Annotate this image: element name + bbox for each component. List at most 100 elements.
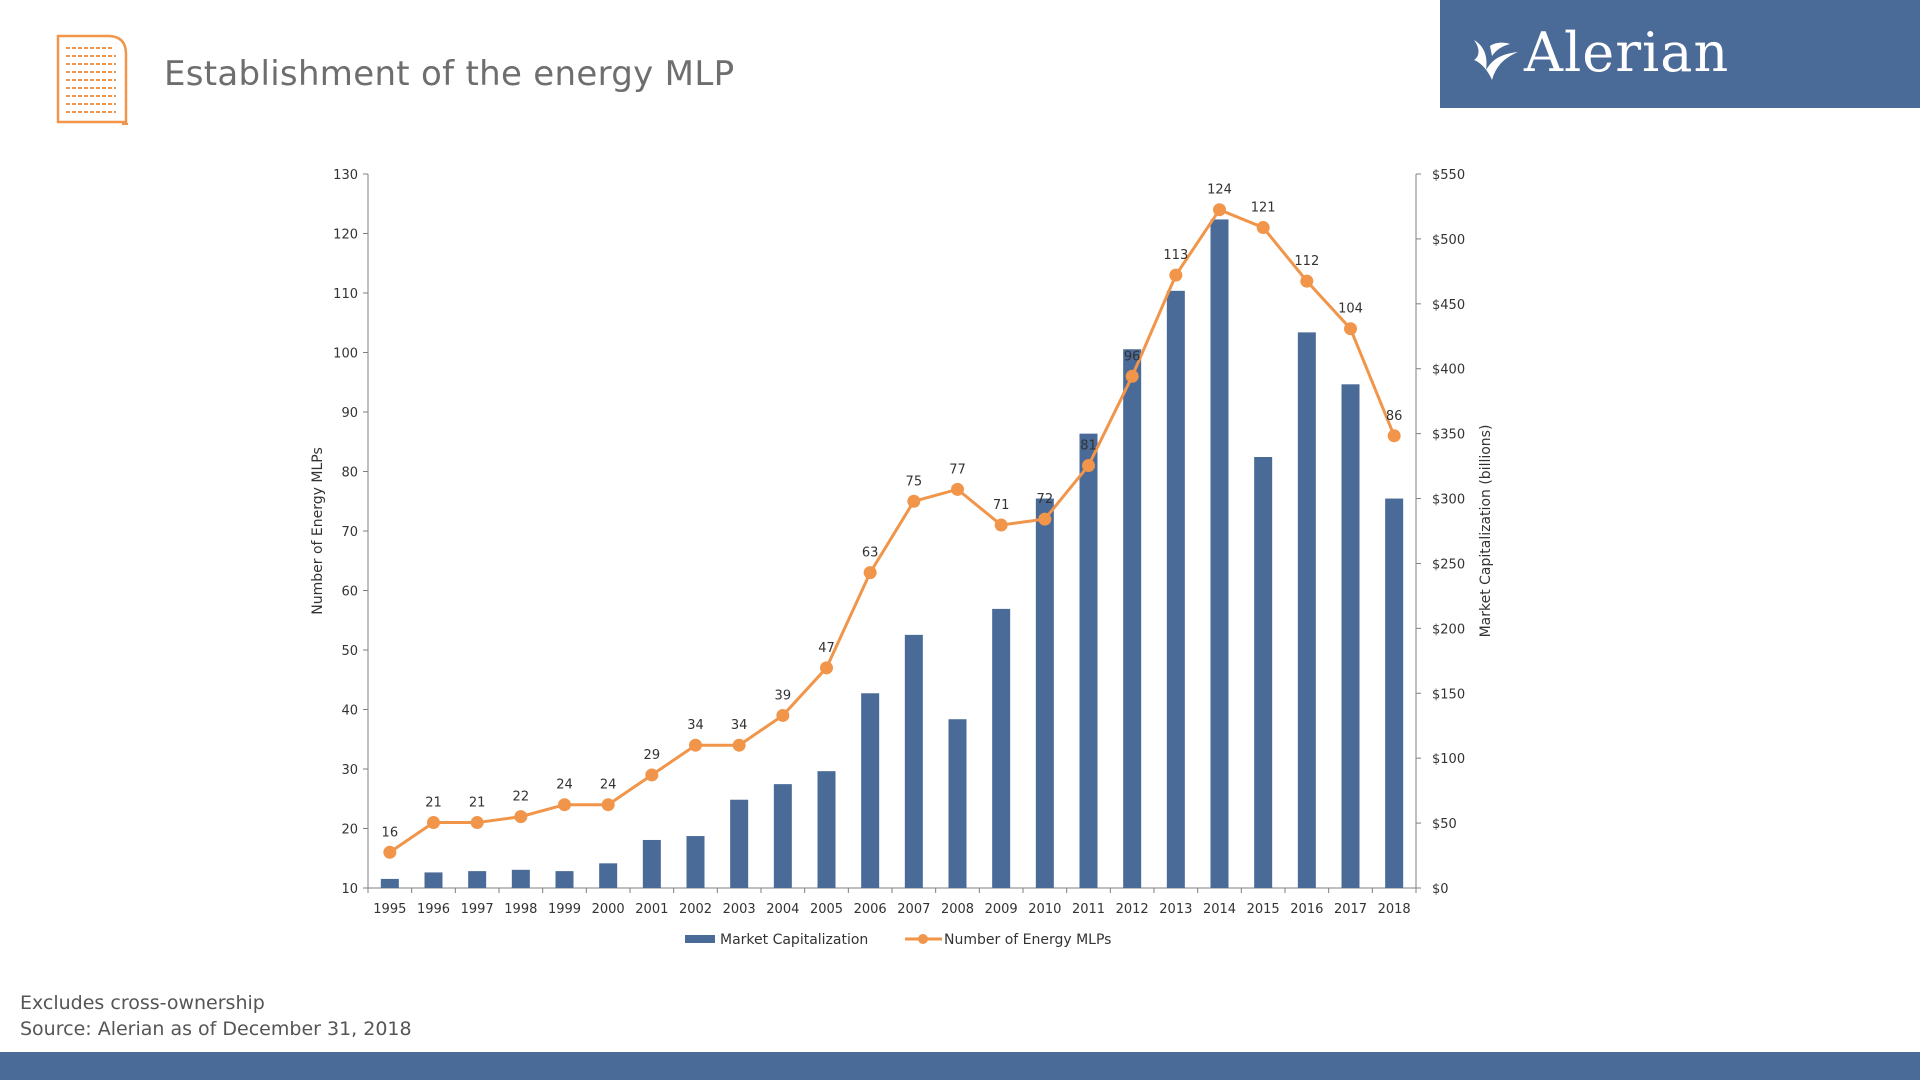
point-energy-mlps xyxy=(1300,274,1314,288)
point-energy-mlps xyxy=(951,482,964,496)
bar-market-cap xyxy=(1035,498,1054,888)
x-tick-label: 1997 xyxy=(461,902,494,917)
point-energy-mlps xyxy=(427,816,440,830)
point-energy-mlps xyxy=(1387,429,1401,443)
right-tick-label: $400 xyxy=(1432,363,1465,378)
point-energy-mlps xyxy=(689,738,702,752)
point-energy-mlps xyxy=(514,810,528,824)
bar-market-cap xyxy=(380,878,399,888)
bar-market-cap xyxy=(424,872,443,888)
point-energy-mlps xyxy=(383,845,397,859)
x-tick-label: 2004 xyxy=(766,902,799,917)
right-tick-label: $450 xyxy=(1432,298,1465,313)
x-tick-label: 2005 xyxy=(810,902,843,917)
point-energy-mlps xyxy=(470,816,484,830)
data-label-energy-mlps: 86 xyxy=(1386,409,1403,424)
bar-market-cap xyxy=(1166,290,1185,888)
x-tick-label: 1996 xyxy=(417,902,450,917)
point-energy-mlps xyxy=(732,738,746,752)
left-tick-label: 90 xyxy=(341,406,358,421)
right-tick-label: $100 xyxy=(1432,752,1465,767)
point-energy-mlps xyxy=(1256,221,1270,235)
right-tick-label: $150 xyxy=(1432,687,1465,702)
x-tick-label: 2011 xyxy=(1072,902,1105,917)
bar-market-cap xyxy=(730,799,749,888)
data-label-energy-mlps: 24 xyxy=(600,778,617,793)
x-tick-label: 2014 xyxy=(1203,902,1236,917)
data-label-energy-mlps: 104 xyxy=(1338,302,1363,317)
legend-marker-energy-mlps xyxy=(918,934,928,944)
point-energy-mlps xyxy=(994,518,1008,532)
brand-name: Alerian xyxy=(1524,21,1730,84)
bar-market-cap xyxy=(1079,433,1098,888)
bar-market-cap xyxy=(642,839,661,888)
point-energy-mlps xyxy=(776,708,790,722)
bar-market-cap xyxy=(599,863,618,888)
data-label-energy-mlps: 121 xyxy=(1251,201,1276,216)
data-label-energy-mlps: 77 xyxy=(949,462,966,477)
bar-market-cap xyxy=(817,771,836,888)
bar-market-cap xyxy=(992,608,1011,888)
footnote-exclusion: Excludes cross-ownership xyxy=(20,992,265,1014)
point-energy-mlps xyxy=(1125,369,1139,383)
left-axis-title: Number of Energy MLPs xyxy=(310,447,326,614)
legend-swatch-market-cap xyxy=(685,935,715,943)
right-tick-label: $250 xyxy=(1432,557,1465,572)
x-tick-label: 2006 xyxy=(854,902,887,917)
left-tick-label: 110 xyxy=(333,287,358,302)
data-label-energy-mlps: 24 xyxy=(556,778,573,793)
point-energy-mlps xyxy=(907,494,921,508)
point-energy-mlps xyxy=(820,661,833,675)
data-label-energy-mlps: 113 xyxy=(1163,248,1188,263)
right-tick-label: $300 xyxy=(1432,493,1465,508)
data-label-energy-mlps: 21 xyxy=(469,796,486,811)
right-tick-label: $50 xyxy=(1432,817,1457,832)
right-tick-label: $550 xyxy=(1432,168,1465,183)
right-tick-label: $500 xyxy=(1432,233,1465,248)
line-energy-mlps xyxy=(388,207,1396,854)
data-label-energy-mlps: 75 xyxy=(906,474,923,489)
data-label-energy-mlps: 96 xyxy=(1124,349,1141,364)
bar-market-cap xyxy=(555,871,574,888)
left-tick-label: 120 xyxy=(333,228,358,243)
x-tick-label: 2013 xyxy=(1159,902,1192,917)
left-tick-label: 60 xyxy=(341,585,358,600)
x-tick-label: 1999 xyxy=(548,902,581,917)
left-tick-label: 130 xyxy=(333,168,358,183)
right-tick-label: $200 xyxy=(1432,622,1465,637)
x-tick-label: 2008 xyxy=(941,902,974,917)
x-tick-label: 2001 xyxy=(635,902,668,917)
data-label-energy-mlps: 81 xyxy=(1080,439,1097,454)
point-energy-mlps xyxy=(1038,512,1052,526)
page-title: Establishment of the energy MLP xyxy=(164,54,735,94)
bar-market-cap xyxy=(511,869,530,888)
bar-market-cap xyxy=(1210,219,1229,888)
point-energy-mlps xyxy=(1082,459,1095,473)
bar-market-cap xyxy=(861,693,880,888)
footer-bar xyxy=(0,1052,1920,1080)
data-label-energy-mlps: 29 xyxy=(644,748,661,763)
x-tick-label: 2002 xyxy=(679,902,712,917)
legend-label-market-cap: Market Capitalization xyxy=(720,932,868,948)
bar-market-cap xyxy=(686,836,705,888)
bar-market-cap xyxy=(948,719,967,888)
left-tick-label: 100 xyxy=(333,347,358,362)
point-energy-mlps xyxy=(863,566,877,580)
left-tick-label: 50 xyxy=(341,644,358,659)
footnote-source: Source: Alerian as of December 31, 2018 xyxy=(20,1018,412,1040)
left-tick-label: 80 xyxy=(341,466,358,481)
brand-banner: Alerian xyxy=(1440,0,1920,108)
x-tick-label: 2010 xyxy=(1028,902,1061,917)
left-tick-label: 40 xyxy=(341,704,358,719)
data-label-energy-mlps: 47 xyxy=(818,641,835,656)
point-energy-mlps xyxy=(645,768,659,782)
x-tick-label: 2007 xyxy=(897,902,930,917)
point-energy-mlps xyxy=(558,798,571,812)
bar-market-cap xyxy=(773,784,792,888)
data-label-energy-mlps: 63 xyxy=(862,546,879,561)
right-tick-label: $350 xyxy=(1432,428,1465,443)
data-label-energy-mlps: 34 xyxy=(687,718,704,733)
alerian-logo-icon xyxy=(1470,36,1522,88)
point-energy-mlps xyxy=(601,798,615,812)
data-label-energy-mlps: 22 xyxy=(513,790,530,805)
